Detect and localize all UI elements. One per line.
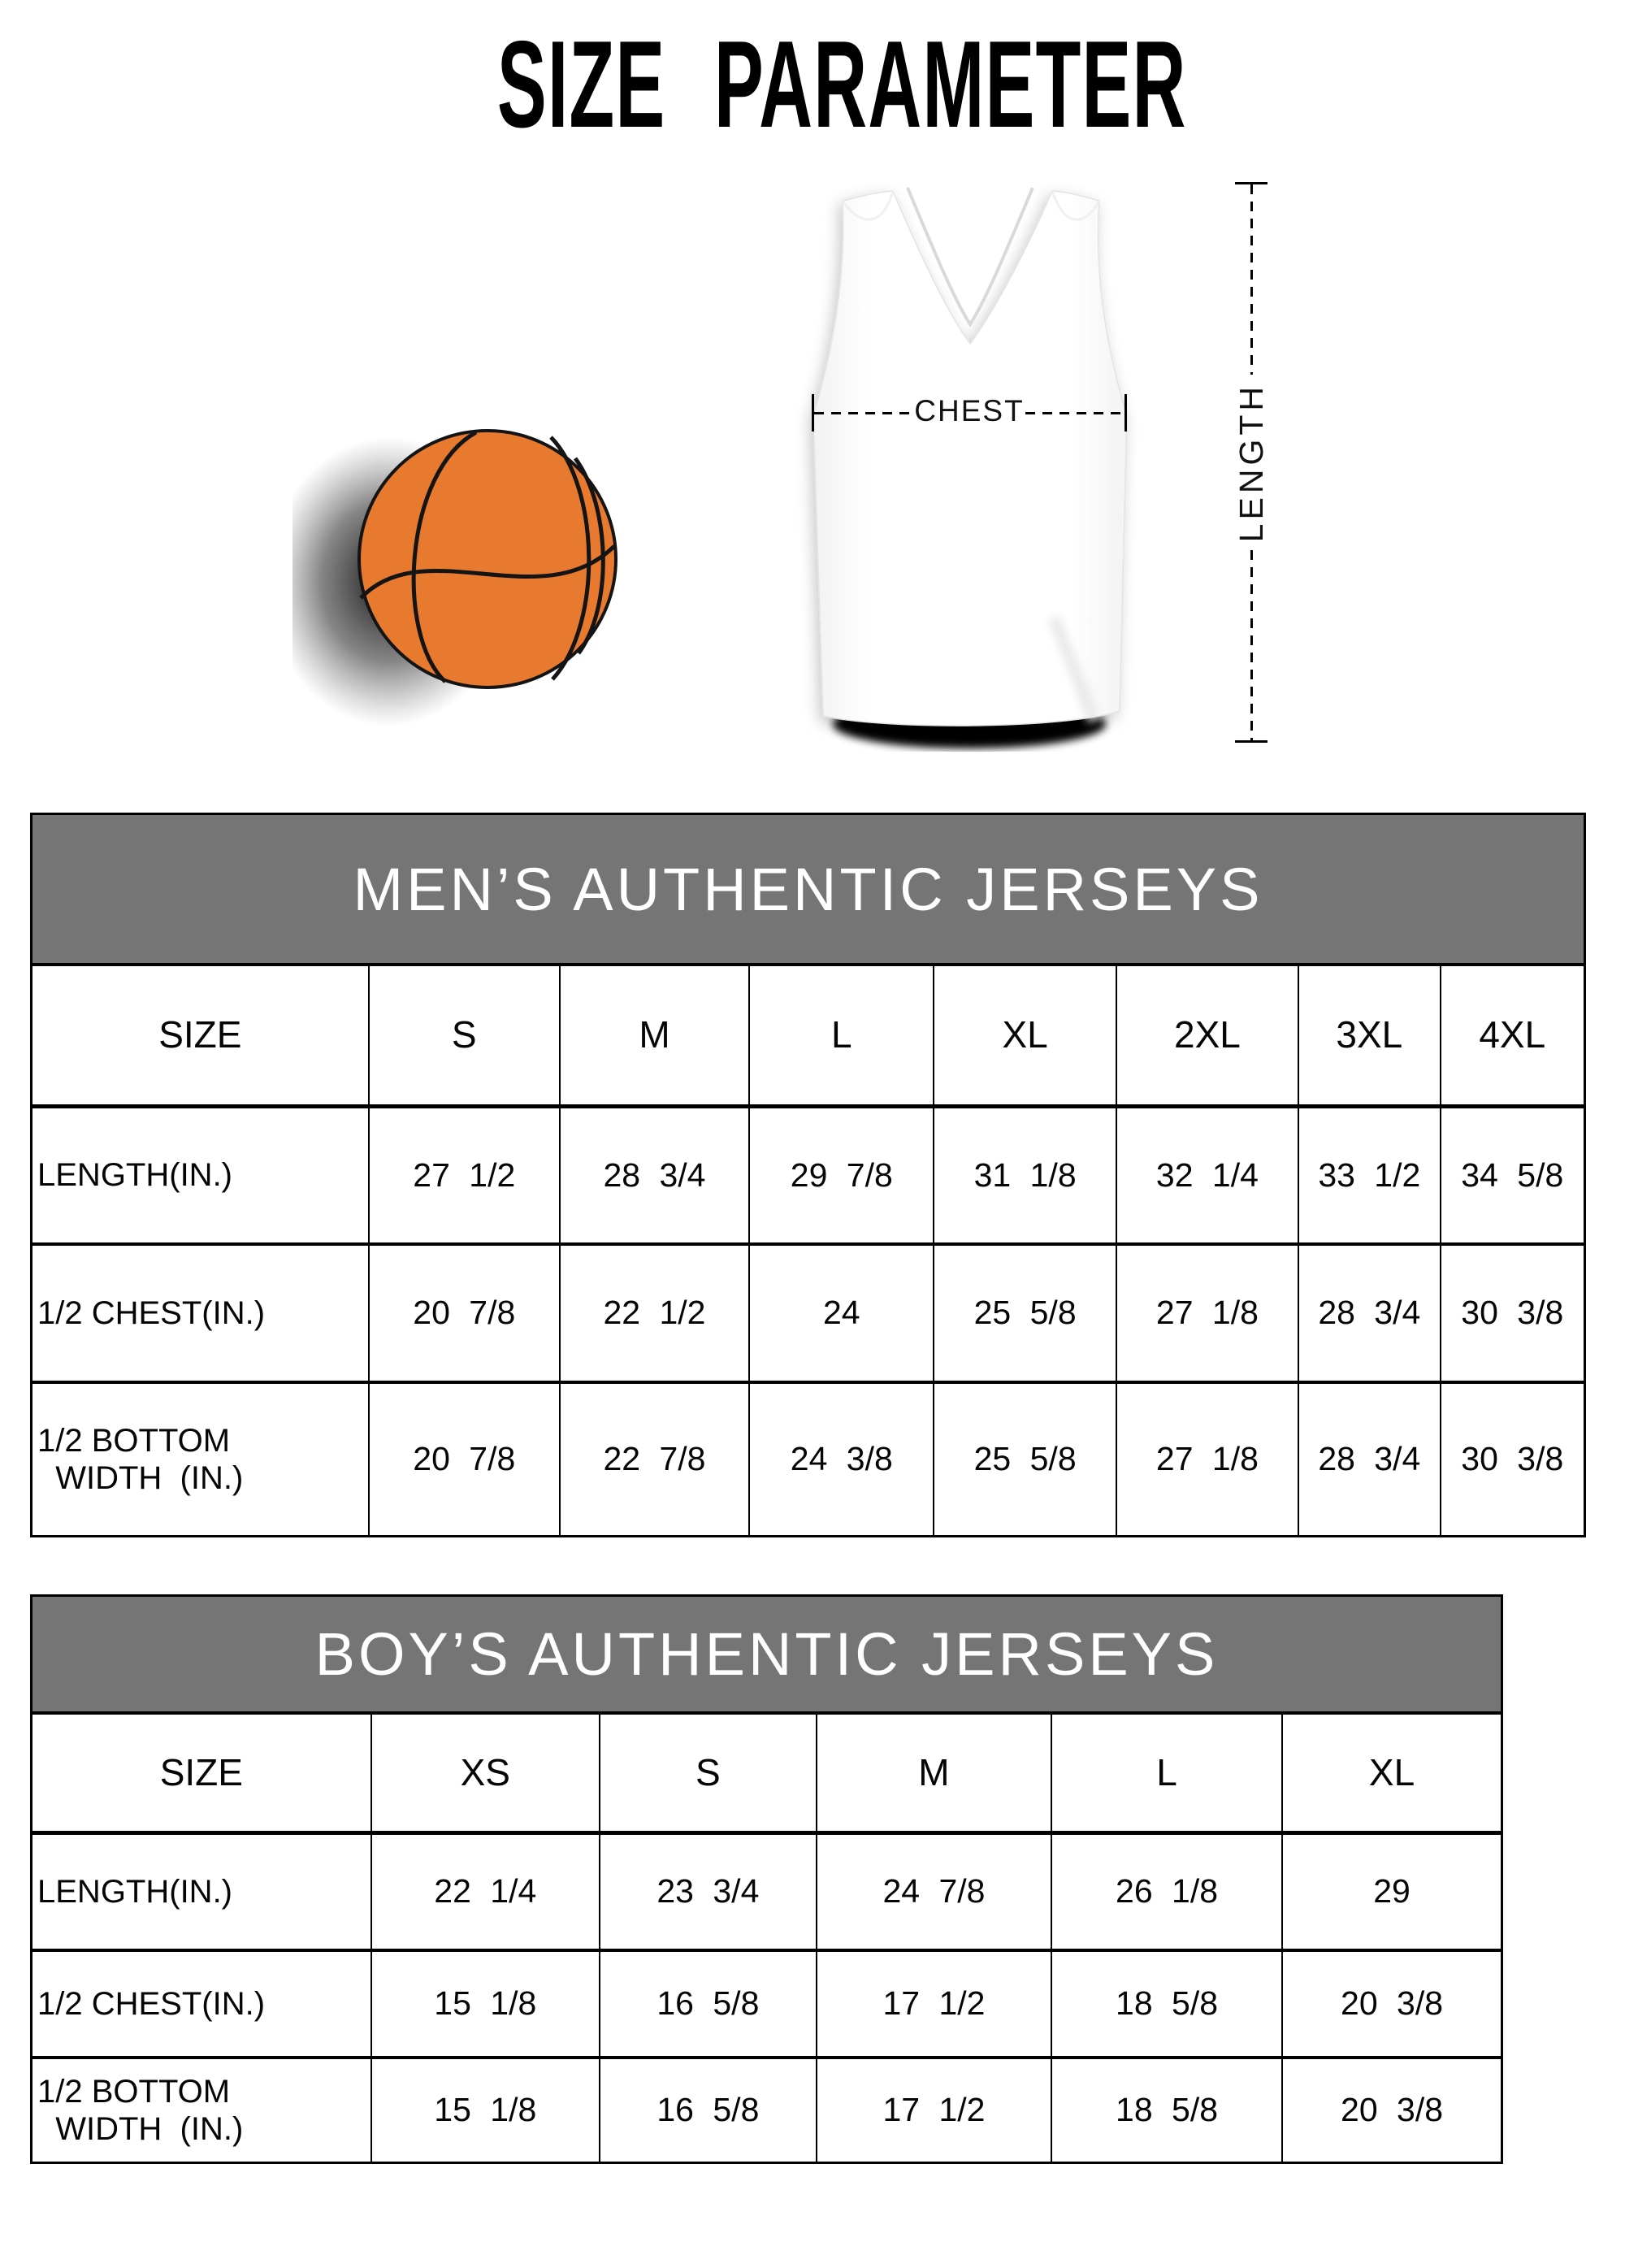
men-size-header-cell: SIZE	[158, 1013, 242, 1056]
boys-measurement-cell: 17 1/2	[815, 1949, 1052, 2058]
boys-row-label: 1/2 CHEST(IN.)	[32, 1949, 371, 2058]
boys-measurement-cell: 29	[1281, 1830, 1501, 1950]
jersey-collar	[906, 187, 1034, 327]
basketball-icon	[292, 429, 618, 726]
length-bottom-tick	[1235, 740, 1268, 743]
chest-measure-annotation: CHEST	[812, 393, 1127, 432]
boys-row-label: 1/2 BOTTOM WIDTH (IN.)	[32, 2056, 371, 2162]
men-measurement-cell: 33 1/2	[1298, 1104, 1441, 1244]
men-measurement-cell: 29 7/8	[748, 1104, 934, 1244]
length-top-tick	[1235, 182, 1268, 184]
jersey-right-shoulder-shading	[1051, 190, 1101, 221]
boys-size-table-section: BOY’S AUTHENTIC JERSEYS SIZE XS S M L XL LENGT…	[30, 1594, 1503, 2164]
men-measurement-row: 1/2 CHEST(IN.) 20 7/8 22 1/2 24 25 5/8 27 1/8…	[32, 1242, 1584, 1382]
boys-measurement-cell: 16 5/8	[598, 1949, 817, 2058]
boys-size-col-XS: XS	[370, 1715, 600, 1832]
boys-measurement-cell: 20 3/8	[1281, 2056, 1501, 2162]
men-measurement-row: 1/2 BOTTOM WIDTH (IN.) 20 7/8 22 7/8 24 3/8…	[32, 1381, 1584, 1535]
men-size-table: SIZE S M L XL 2XL 3XL 4XL LENGTH(IN.) 27 1/2 28 3/…	[32, 966, 1584, 1535]
boys-measurement-cell: 24 7/8	[815, 1830, 1052, 1950]
boys-measurement-cell: 23 3/4	[598, 1830, 817, 1950]
men-table-title: MEN’S AUTHENTIC JERSEYS	[353, 855, 1263, 923]
men-measurement-cell: 27 1/8	[1115, 1242, 1299, 1382]
men-size-col-XL: XL	[933, 966, 1116, 1106]
boys-size-header-row: SIZE XS S M L XL	[32, 1715, 1501, 1832]
men-size-table-section: MEN’S AUTHENTIC JERSEYS SIZE S M L XL 2XL 3XL 4…	[30, 813, 1586, 1537]
boys-size-col-XL: XL	[1281, 1715, 1501, 1832]
boys-measurement-cell: 17 1/2	[815, 2056, 1052, 2162]
men-measurement-cell: 31 1/8	[933, 1104, 1116, 1244]
men-size-col-L: L	[748, 966, 934, 1106]
boys-size-col-L: L	[1051, 1715, 1283, 1832]
length-measure-annotation: LENGTH	[1233, 182, 1270, 743]
men-measurement-cell: 24	[748, 1242, 934, 1382]
men-row-label: 1/2 BOTTOM WIDTH (IN.)	[32, 1381, 369, 1535]
page-title-text: SIZE PARAMETER	[496, 15, 1187, 154]
jersey-body	[812, 190, 1128, 726]
basketball-body	[358, 429, 618, 689]
men-measurement-cell: 30 3/8	[1439, 1242, 1584, 1382]
boys-measurement-row: 1/2 CHEST(IN.) 15 1/8 16 5/8 17 1/2 18 5/8 20…	[32, 1949, 1501, 2058]
boys-measurement-cell: 22 1/4	[370, 1830, 600, 1950]
page-title: SIZE PARAMETER	[0, 23, 1625, 146]
men-measurement-cell: 27 1/8	[1115, 1381, 1299, 1535]
basketball-seam-left	[411, 430, 478, 683]
jersey-left-shoulder-shading	[841, 190, 895, 221]
boys-measurement-cell: 15 1/8	[370, 2056, 600, 2162]
boys-measurement-cell: 15 1/8	[370, 1949, 600, 2058]
boys-measurement-cell: 16 5/8	[598, 2056, 817, 2162]
men-size-col-S: S	[367, 966, 560, 1106]
boys-size-col-S: S	[598, 1715, 817, 1832]
basketball-seam-right-outer	[549, 436, 592, 681]
jersey-fold-line	[1047, 615, 1101, 723]
chest-dashed-line-left	[814, 411, 914, 414]
boys-size-header-cell: SIZE	[159, 1750, 243, 1793]
boys-measurement-cell: 18 5/8	[1051, 2056, 1283, 2162]
men-measurement-cell: 34 5/8	[1439, 1104, 1584, 1244]
men-measurement-row: LENGTH(IN.) 27 1/2 28 3/4 29 7/8 31 1/8 32 1/…	[32, 1104, 1584, 1244]
boys-measurement-cell: 20 3/8	[1281, 1949, 1501, 2058]
men-measurement-cell: 30 3/8	[1439, 1381, 1584, 1535]
men-row-label: LENGTH(IN.)	[32, 1104, 369, 1244]
length-dashed-line-bottom	[1250, 550, 1253, 740]
boys-row-label: LENGTH(IN.)	[32, 1830, 371, 1950]
men-measurement-cell: 28 3/4	[1298, 1381, 1441, 1535]
men-measurement-cell: 25 5/8	[933, 1242, 1116, 1382]
basketball-seam-middle	[359, 544, 616, 600]
men-measurement-cell: 32 1/4	[1115, 1104, 1299, 1244]
men-measurement-cell: 24 3/8	[748, 1381, 934, 1535]
men-measurement-cell: 22 1/2	[558, 1242, 750, 1382]
men-row-label: 1/2 CHEST(IN.)	[32, 1242, 369, 1382]
boys-table-title: BOY’S AUTHENTIC JERSEYS	[314, 1620, 1219, 1688]
men-measurement-cell: 28 3/4	[558, 1104, 750, 1244]
boys-measurement-row: LENGTH(IN.) 22 1/4 23 3/4 24 7/8 26 1/8 29	[32, 1830, 1501, 1950]
men-size-col-M: M	[558, 966, 750, 1106]
boys-table-header-band: BOY’S AUTHENTIC JERSEYS	[32, 1597, 1501, 1715]
chest-dashed-line-right	[1025, 411, 1124, 414]
men-measurement-cell: 28 3/4	[1298, 1242, 1441, 1382]
men-measurement-cell: 22 7/8	[558, 1381, 750, 1535]
men-measurement-cell: 20 7/8	[367, 1242, 560, 1382]
men-size-col-4XL: 4XL	[1439, 966, 1584, 1106]
jersey-image	[812, 187, 1128, 748]
men-measurement-cell: 27 1/2	[367, 1104, 560, 1244]
boys-measurement-cell: 26 1/8	[1051, 1830, 1283, 1950]
men-size-col-3XL: 3XL	[1298, 966, 1441, 1106]
length-label: LENGTH	[1232, 382, 1270, 543]
boys-size-col-M: M	[815, 1715, 1052, 1832]
length-dashed-line-top	[1250, 184, 1253, 375]
chest-left-tick	[812, 394, 814, 431]
chest-label: CHEST	[914, 394, 1025, 427]
boys-measurement-row: 1/2 BOTTOM WIDTH (IN.) 15 1/8 16 5/8 17 1/2…	[32, 2056, 1501, 2162]
men-size-col-2XL: 2XL	[1115, 966, 1299, 1106]
men-table-header-band: MEN’S AUTHENTIC JERSEYS	[32, 815, 1584, 966]
boys-measurement-cell: 18 5/8	[1051, 1949, 1283, 2058]
men-measurement-cell: 25 5/8	[933, 1381, 1116, 1535]
basketball-seam-right-inner	[573, 457, 605, 655]
men-size-header-row: SIZE S M L XL 2XL 3XL 4XL	[32, 966, 1584, 1106]
chest-right-tick	[1124, 394, 1127, 431]
men-measurement-cell: 20 7/8	[367, 1381, 560, 1535]
boys-size-table: SIZE XS S M L XL LENGTH(IN.) 22 1/4 23 3/4 24 7/8…	[32, 1715, 1501, 2162]
